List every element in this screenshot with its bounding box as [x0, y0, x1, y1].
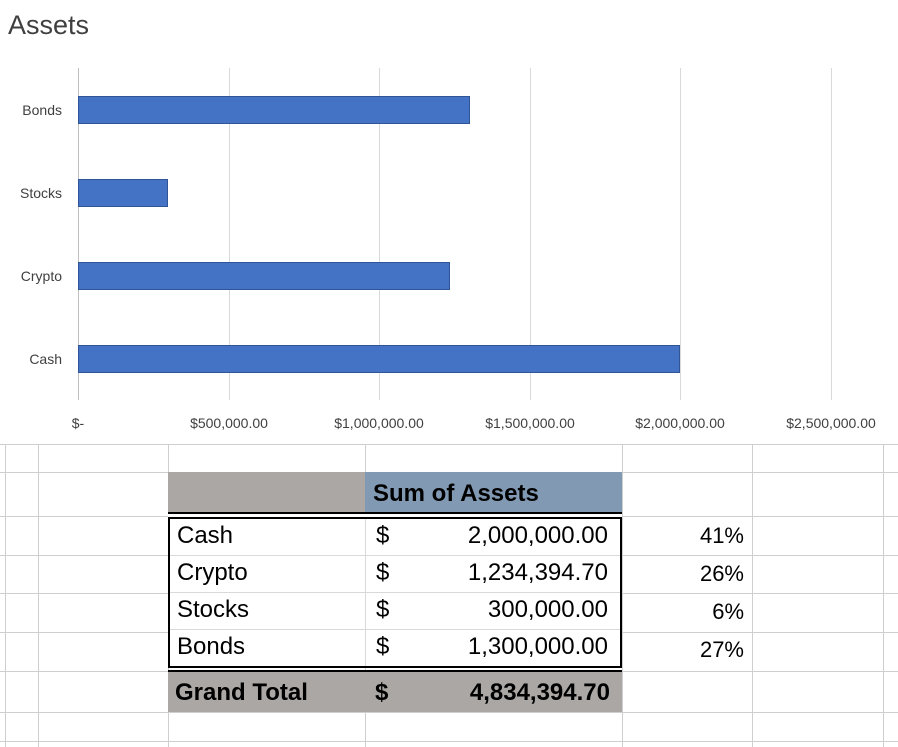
- sheet-gridline-horizontal: [0, 444, 898, 445]
- chart-gridline: [530, 68, 531, 400]
- axis-category-label-crypto: Crypto: [20, 268, 62, 284]
- bar-bonds[interactable]: [78, 96, 470, 124]
- percent-cell-crypto[interactable]: 26%: [699, 561, 744, 586]
- axis-category-label-bonds: Bonds: [22, 102, 62, 118]
- currency-symbol: $: [376, 596, 390, 623]
- currency-symbol: $: [376, 522, 390, 549]
- percent-cell-bonds[interactable]: 27%: [699, 637, 744, 662]
- bar-crypto[interactable]: [78, 262, 450, 290]
- axis-category-label-cash: Cash: [29, 351, 62, 367]
- x-axis-tick-label: $500,000.00: [190, 415, 268, 431]
- row-label-cell[interactable]: Cash: [177, 522, 234, 549]
- pivot-body: Cash $ 2,000,000.00 Crypto $ 1,234,394.7…: [168, 517, 622, 668]
- row-value-cell[interactable]: $ 2,000,000.00: [365, 519, 620, 555]
- currency-symbol: $: [375, 679, 389, 706]
- pivot-row-cash: Cash $ 2,000,000.00: [170, 519, 620, 556]
- assets-bar-chart[interactable]: Assets Bonds Stocks Crypto Cash $- $500,000.…: [0, 0, 898, 443]
- amount-text: 2,000,000.00: [467, 522, 608, 549]
- sheet-gridline-vertical: [622, 444, 623, 747]
- pivot-header-label: Sum of Assets: [373, 480, 539, 507]
- sheet-gridline-vertical: [883, 444, 884, 747]
- currency-symbol: $: [376, 559, 390, 586]
- sheet-gridline-vertical: [38, 444, 39, 747]
- bar-cash[interactable]: [78, 345, 680, 373]
- row-value-cell[interactable]: $ 300,000.00: [365, 593, 620, 629]
- row-value-cell[interactable]: $ 1,300,000.00: [365, 630, 620, 666]
- percent-cell-stocks[interactable]: 6%: [712, 599, 744, 624]
- axis-category-label-stocks: Stocks: [19, 185, 62, 201]
- pivot-corner-cell[interactable]: [168, 472, 365, 514]
- chart-gridline: [78, 68, 79, 400]
- sheet-gridline-vertical: [752, 444, 753, 747]
- row-label-cell[interactable]: Bonds: [177, 633, 246, 660]
- x-axis-tick-label: $2,000,000.00: [635, 415, 725, 431]
- chart-gridline: [831, 68, 832, 400]
- pivot-row-stocks: Stocks $ 300,000.00: [170, 593, 620, 630]
- x-axis-tick-label: $2,500,000.00: [786, 415, 876, 431]
- sheet-gridline-horizontal: [622, 516, 898, 517]
- row-label-cell[interactable]: Stocks: [177, 596, 250, 623]
- sheet-gridline-vertical: [5, 444, 6, 747]
- pivot-header-cell[interactable]: Sum of Assets: [365, 472, 622, 514]
- grand-total-label-cell[interactable]: Grand Total: [175, 679, 308, 706]
- x-axis-tick-label: $1,000,000.00: [334, 415, 424, 431]
- sheet-gridline-horizontal: [0, 516, 168, 517]
- x-axis-tick-label: $-: [71, 415, 85, 431]
- pivot-grand-total-row: Grand Total $ 4,834,394.70: [168, 670, 622, 712]
- row-label-cell[interactable]: Crypto: [177, 559, 248, 586]
- amount-text: 1,300,000.00: [467, 633, 608, 660]
- row-value-cell[interactable]: $ 1,234,394.70: [365, 556, 620, 592]
- amount-text: 4,834,394.70: [469, 679, 610, 706]
- chart-gridline: [229, 68, 230, 400]
- currency-symbol: $: [376, 633, 390, 660]
- chart-title[interactable]: Assets: [8, 10, 90, 40]
- chart-gridline: [680, 68, 681, 400]
- bar-stocks[interactable]: [78, 179, 168, 207]
- sheet-gridline-horizontal: [0, 741, 898, 742]
- header-double-border-gap: [168, 514, 622, 517]
- amount-text: 300,000.00: [487, 596, 608, 623]
- amount-text: 1,234,394.70: [467, 559, 608, 586]
- sheet-gridline-horizontal: [0, 712, 898, 713]
- pivot-row-bonds: Bonds $ 1,300,000.00: [170, 630, 620, 666]
- chart-gridline: [379, 68, 380, 400]
- x-axis-tick-label: $1,500,000.00: [485, 415, 575, 431]
- pivot-row-crypto: Crypto $ 1,234,394.70: [170, 556, 620, 593]
- grand-total-value-cell[interactable]: $ 4,834,394.70: [365, 672, 622, 712]
- percent-cell-cash[interactable]: 41%: [699, 523, 744, 548]
